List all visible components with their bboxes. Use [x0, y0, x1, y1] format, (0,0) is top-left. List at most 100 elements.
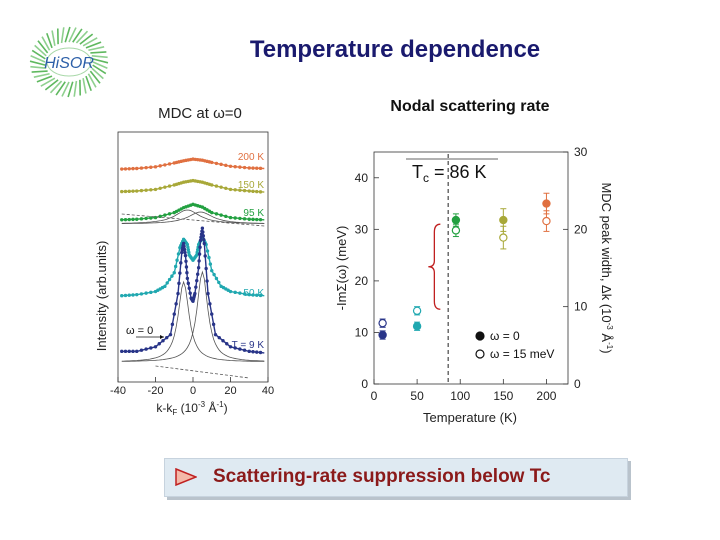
mdc-data-point	[258, 350, 263, 355]
mdc-background-line	[121, 213, 265, 227]
mdc-series-label: 150 K	[238, 180, 264, 191]
mdc-data-point	[127, 167, 131, 171]
logo-ray	[72, 28, 83, 43]
mdc-data-point	[123, 189, 128, 194]
mdc-data-point	[221, 339, 225, 343]
mdc-data-point	[144, 347, 148, 351]
mdc-data-point	[131, 166, 135, 171]
mdc-data-point	[225, 342, 229, 346]
mdc-data-point	[139, 217, 144, 221]
mdc-data-point	[158, 186, 162, 190]
mdc-data-point	[195, 278, 199, 283]
mdc-data-point	[214, 212, 219, 216]
logo-ray	[68, 27, 77, 43]
mdc-data-point	[184, 265, 189, 269]
mdc-series-label: 95 K	[243, 208, 264, 219]
mdc-data-point	[153, 187, 158, 192]
mdc-data-point	[205, 279, 209, 283]
mdc-data-point	[184, 259, 188, 263]
scatter-plot-frame	[373, 151, 569, 385]
mdc-data-point	[153, 215, 158, 220]
mdc-data-point	[233, 290, 237, 295]
mdc-data-point	[185, 242, 190, 247]
logo-ray	[89, 70, 101, 84]
mdc-data-point	[163, 213, 167, 217]
logo-ray	[30, 55, 46, 63]
scatter-legend: ω = 0 ω = 15 meV	[475, 329, 554, 361]
mdc-data-point	[198, 245, 202, 249]
mdc-data-point	[187, 250, 191, 255]
mdc-data-point	[208, 302, 212, 306]
mdc-data-point	[139, 166, 144, 170]
mdc-data-point	[228, 187, 233, 192]
logo-ray	[61, 81, 70, 97]
mdc-data-point	[127, 293, 131, 297]
mdc-data-point	[238, 216, 242, 221]
mdc-chart: MDC at ω=0 Intensity (arb.units) -40 -20 0…	[94, 105, 274, 417]
logo-ray	[79, 33, 94, 45]
mdc-data-point	[217, 335, 221, 340]
scatter-point	[412, 322, 422, 331]
mdc-data-point	[255, 189, 259, 194]
mdc-data-point	[238, 347, 242, 351]
mdc-data-point	[242, 292, 247, 296]
mdc-data-point	[251, 189, 255, 194]
mdc-series: 200 K 150 K 95 K 50 K T = 9 K	[120, 152, 265, 355]
mdc-data-point	[163, 284, 167, 289]
scatter-x-tick-label: 150	[493, 389, 513, 403]
mdc-data-point	[198, 238, 203, 243]
mdc-data-point	[153, 165, 158, 169]
mdc-data-point	[123, 349, 128, 354]
mdc-data-point	[167, 162, 172, 166]
mdc-data-point	[195, 250, 199, 255]
mdc-data-point	[242, 217, 247, 221]
mdc-data-point	[149, 216, 153, 220]
mdc-data-point	[211, 322, 216, 327]
mdc-data-point	[251, 293, 255, 297]
mdc-data-point	[165, 335, 169, 340]
mdc-data-point	[247, 166, 251, 170]
scatter-point	[499, 233, 508, 242]
mdc-data-point	[120, 218, 124, 222]
mdc-background-line	[155, 365, 250, 379]
logo-ray	[91, 55, 108, 59]
logo-ray	[73, 80, 78, 97]
mdc-data-point	[233, 164, 237, 169]
mdc-data-point	[176, 291, 180, 296]
scatter-x-tick-label: 0	[371, 389, 378, 403]
logo-ray	[36, 75, 53, 83]
mdc-data-point	[210, 160, 214, 165]
mdc-data-point	[167, 212, 172, 216]
logo-ray	[29, 60, 46, 66]
mdc-data-point	[172, 271, 176, 275]
mdc-data-point	[163, 185, 167, 189]
mdc-x-tick-label: 0	[190, 385, 196, 397]
scatter-y-tick-label: 40	[355, 171, 369, 185]
mdc-data-point	[224, 214, 228, 219]
mdc-data-point	[149, 346, 153, 350]
mdc-data-point	[247, 189, 251, 193]
mdc-data-point	[228, 215, 233, 220]
mdc-data-point	[255, 293, 259, 297]
mdc-data-point	[131, 217, 135, 222]
mdc-data-point	[176, 252, 181, 256]
mdc-data-point	[181, 241, 186, 246]
mdc-data-point	[238, 291, 242, 295]
logo-ray	[88, 46, 105, 52]
mdc-data-point	[120, 349, 124, 354]
mdc-data-point	[205, 249, 210, 253]
mdc-data-point	[131, 189, 135, 193]
mdc-data-point	[135, 292, 139, 297]
mdc-data-point	[158, 214, 162, 219]
mdc-data-point	[200, 226, 205, 230]
mdc-data-point	[214, 161, 219, 166]
mdc-data-point	[123, 167, 128, 171]
scatter-y2-axis-label: MDC peak width, Δk (10-3 Å-1)	[599, 182, 614, 353]
mdc-data-point	[153, 345, 158, 349]
mdc-width-arrow	[136, 335, 164, 339]
logo-ray	[92, 61, 108, 69]
mdc-data-point	[238, 165, 242, 169]
tc-annotation: Tc = 86 K	[412, 162, 487, 185]
mdc-data-point	[120, 167, 124, 171]
mdc-data-point	[149, 290, 153, 295]
